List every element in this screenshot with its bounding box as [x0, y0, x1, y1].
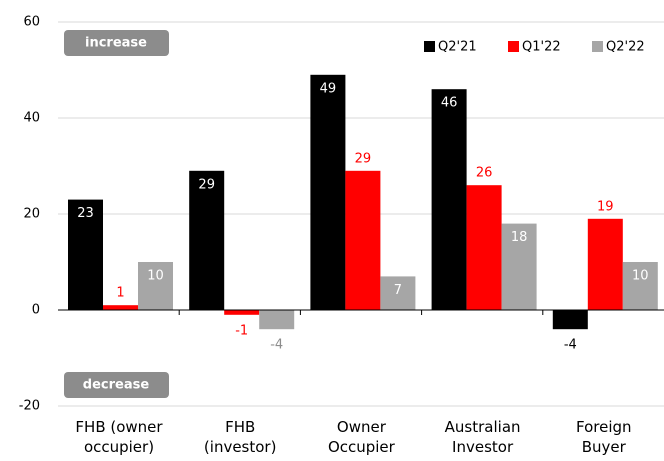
annotation-box — [64, 30, 169, 56]
x-tick-label: FHB (investor) — [203, 418, 277, 456]
value-label: 49 — [320, 81, 337, 96]
bar — [224, 310, 260, 315]
value-label: 7 — [394, 283, 402, 298]
value-label: -1 — [235, 323, 248, 338]
y-tick-label: 40 — [23, 111, 40, 126]
bar — [68, 199, 103, 310]
value-label: 1 — [116, 286, 124, 301]
bar — [189, 170, 225, 310]
annotation: increase — [85, 36, 147, 51]
y-tick-label: 0 — [32, 303, 40, 318]
bar — [380, 276, 416, 310]
y-tick-label: 60 — [23, 15, 40, 30]
bar — [552, 310, 588, 330]
legend-label: Q1'22 — [522, 40, 561, 55]
y-tick-label: 20 — [23, 207, 40, 222]
value-label: -4 — [270, 338, 283, 353]
value-label: 29 — [198, 177, 215, 192]
legend-label: Q2'22 — [606, 40, 645, 55]
annotation-box — [64, 372, 169, 398]
bar — [138, 262, 173, 310]
value-label: 10 — [632, 269, 649, 284]
value-label: 29 — [355, 151, 372, 166]
x-tick-label: Australian Investor — [444, 418, 521, 456]
value-label: 23 — [77, 206, 94, 221]
bar — [310, 74, 346, 310]
bar — [587, 218, 623, 310]
bar — [345, 170, 381, 310]
legend-swatch — [508, 41, 519, 52]
value-label: 19 — [597, 199, 614, 214]
x-tick-label: FHB (owner occupier) — [75, 418, 163, 456]
bar — [622, 262, 658, 310]
bar — [103, 305, 138, 310]
value-label: 18 — [511, 230, 528, 245]
bar — [501, 223, 537, 310]
bar — [466, 185, 502, 310]
x-tick-label: Foreign Buyer — [576, 418, 632, 456]
bar — [431, 89, 467, 310]
value-label: 10 — [147, 269, 164, 284]
y-tick-label: -20 — [19, 399, 40, 414]
value-label: 26 — [476, 166, 493, 181]
legend-swatch — [592, 41, 603, 52]
value-label: -4 — [564, 338, 577, 353]
value-label: 46 — [441, 96, 458, 111]
legend-swatch — [424, 41, 435, 52]
annotation: decrease — [83, 378, 150, 393]
x-tick-label: Owner Occupier — [327, 418, 395, 456]
legend-label: Q2'21 — [438, 40, 477, 55]
bar — [259, 310, 295, 330]
